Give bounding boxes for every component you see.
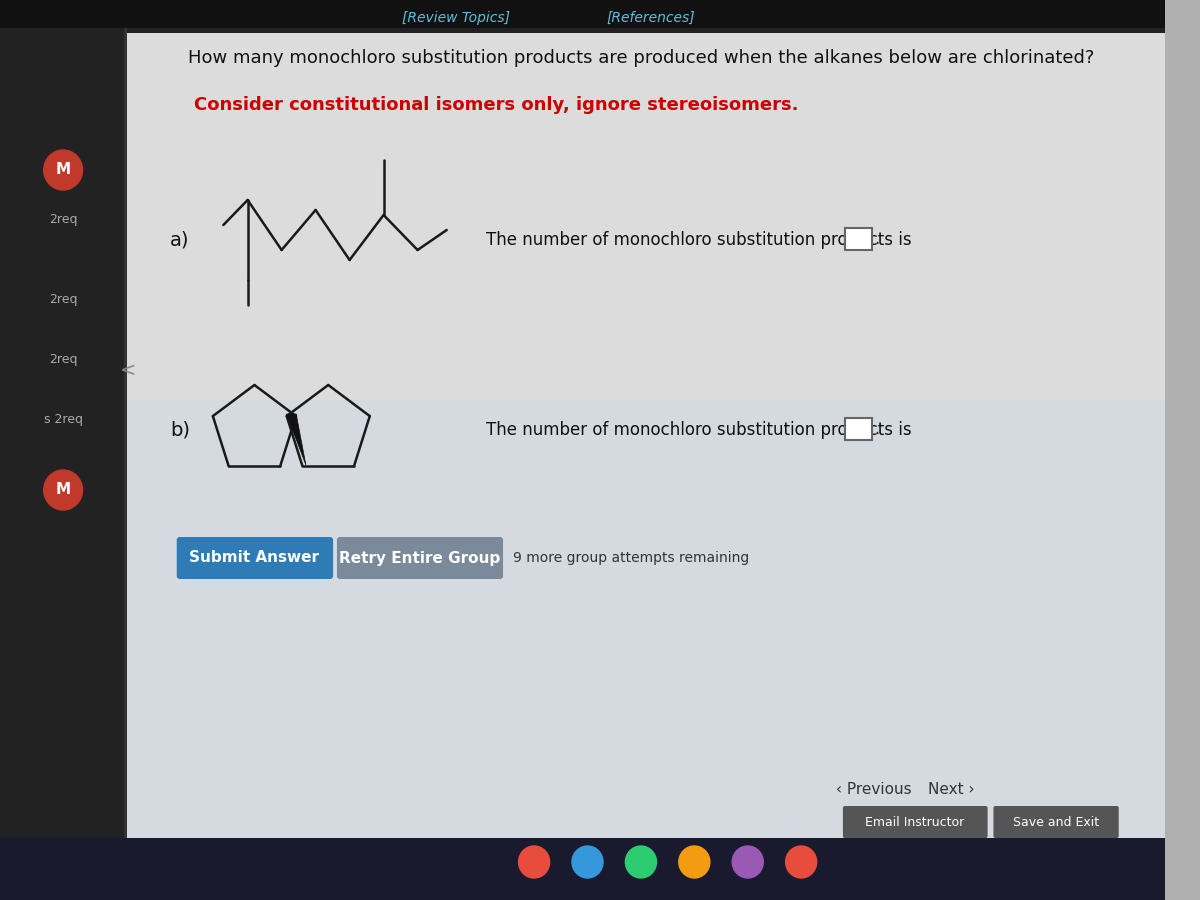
Text: Consider constitutional isomers only, ignore stereoisomers.: Consider constitutional isomers only, ig… bbox=[194, 96, 799, 114]
Circle shape bbox=[572, 846, 604, 878]
Circle shape bbox=[732, 846, 763, 878]
Text: M: M bbox=[55, 163, 71, 177]
FancyBboxPatch shape bbox=[126, 400, 1165, 840]
Text: b): b) bbox=[170, 420, 190, 439]
Circle shape bbox=[786, 846, 817, 878]
Text: Save and Exit: Save and Exit bbox=[1013, 815, 1099, 829]
Text: [Review Topics]: [Review Topics] bbox=[402, 11, 510, 25]
FancyBboxPatch shape bbox=[994, 806, 1118, 838]
FancyBboxPatch shape bbox=[0, 0, 1165, 28]
FancyBboxPatch shape bbox=[845, 418, 872, 440]
FancyBboxPatch shape bbox=[0, 28, 1165, 33]
FancyBboxPatch shape bbox=[176, 537, 334, 579]
Circle shape bbox=[43, 470, 83, 510]
FancyBboxPatch shape bbox=[126, 28, 1165, 838]
Text: ts: ts bbox=[58, 483, 68, 497]
Text: Next ›: Next › bbox=[929, 782, 974, 797]
Text: 2req: 2req bbox=[49, 354, 77, 366]
Text: .: . bbox=[874, 420, 880, 438]
FancyBboxPatch shape bbox=[842, 806, 988, 838]
Text: .: . bbox=[874, 230, 880, 248]
FancyBboxPatch shape bbox=[845, 228, 872, 250]
Text: The number of monochloro substitution products is: The number of monochloro substitution pr… bbox=[486, 231, 911, 249]
Text: Email Instructor: Email Instructor bbox=[865, 815, 965, 829]
Text: Submit Answer: Submit Answer bbox=[190, 551, 319, 565]
Text: How many monochloro substitution products are produced when the alkanes below ar: How many monochloro substitution product… bbox=[187, 49, 1094, 67]
Text: <: < bbox=[120, 361, 137, 380]
Text: a): a) bbox=[170, 230, 190, 249]
Circle shape bbox=[679, 846, 710, 878]
FancyBboxPatch shape bbox=[125, 28, 127, 838]
Text: 9 more group attempts remaining: 9 more group attempts remaining bbox=[512, 551, 749, 565]
Polygon shape bbox=[287, 414, 306, 465]
Text: M: M bbox=[55, 482, 71, 498]
FancyBboxPatch shape bbox=[337, 537, 503, 579]
Text: The number of monochloro substitution products is: The number of monochloro substitution pr… bbox=[486, 421, 911, 439]
FancyBboxPatch shape bbox=[0, 28, 126, 838]
Circle shape bbox=[43, 150, 83, 190]
Text: [References]: [References] bbox=[606, 11, 695, 25]
Text: ‹ Previous: ‹ Previous bbox=[836, 782, 912, 797]
FancyBboxPatch shape bbox=[0, 838, 1165, 900]
Text: 2req: 2req bbox=[49, 213, 77, 227]
Circle shape bbox=[625, 846, 656, 878]
Circle shape bbox=[518, 846, 550, 878]
Text: 2req: 2req bbox=[49, 293, 77, 307]
Text: Retry Entire Group: Retry Entire Group bbox=[338, 551, 500, 565]
Text: s 2req: s 2req bbox=[43, 413, 83, 427]
